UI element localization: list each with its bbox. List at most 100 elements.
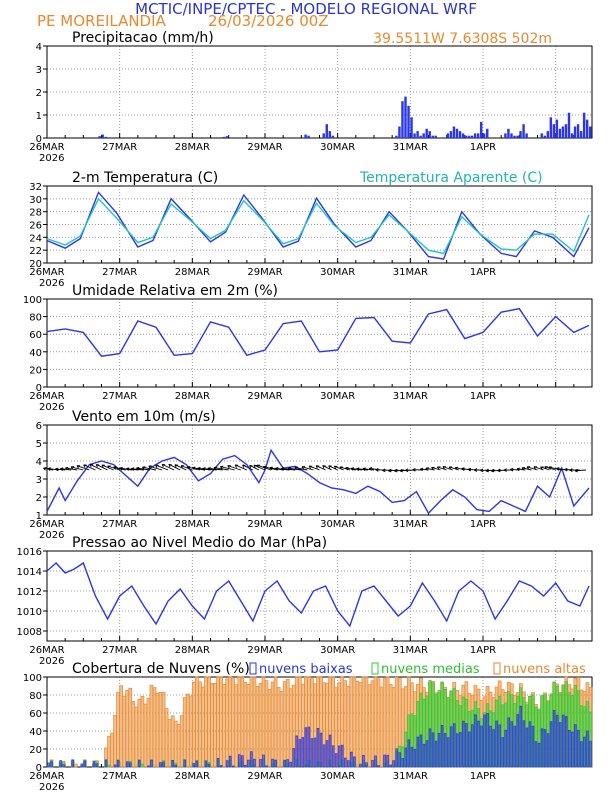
wind-arrow [168,463,181,471]
low-cloud-bar [443,733,447,768]
low-cloud-bar [374,755,377,768]
wind-arrow [574,469,586,472]
x-tick-label: 31MAR [393,771,428,782]
high-cloud-bar [216,676,220,768]
low-cloud-bar [334,753,338,768]
panel-border [46,185,593,264]
low-cloud-bar [95,763,99,768]
y-tick-label: 2 [36,88,42,99]
y-tick-label: 100 [23,673,42,684]
precip-bar [582,112,586,138]
high-cloud-bar [276,686,281,768]
wind-arrow-head [394,468,398,472]
precip-bar [525,133,528,138]
low-cloud-bar [316,727,320,768]
low-cloud-bar [513,725,517,768]
high-cloud-bar [234,684,239,768]
precip-bar [479,121,483,138]
low-cloud-bar [422,743,426,768]
x-tick-label: 29MAR [247,142,282,153]
precip-bar [464,135,468,138]
wind-arrow [213,467,229,471]
low-cloud-bar [159,762,162,768]
low-cloud-bar [495,720,498,768]
precip-bar [307,135,310,138]
low-cloud-bar [465,723,468,768]
wind-arrow-head [510,467,514,470]
low-cloud-bar [310,738,314,768]
low-cloud-bar [244,764,247,768]
precip-bar [225,136,229,138]
low-cloud-bar [419,734,423,768]
wind-arrow-head [556,467,560,469]
x-tick-label: 27MAR [102,771,137,782]
low-cloud-bar [377,765,380,768]
high-cloud-bar [128,687,133,768]
precip-bar [446,133,450,138]
high-cloud-bar [125,690,130,768]
y-tick-label: 6 [36,421,42,432]
low-cloud-bar [340,744,344,768]
precip-bar [461,133,465,138]
wind-arrow [136,467,151,471]
precip-bar [410,117,413,138]
high-cloud-bar [131,700,136,768]
low-cloud-bar [150,759,153,768]
y-tick-label: 0 [36,134,42,145]
low-cloud-bar [92,760,96,768]
low-cloud-bar [507,717,511,768]
low-cloud-bar [116,760,120,768]
low-cloud-bar [319,732,323,768]
low-cloud-bar [47,762,50,768]
temperature-line [46,191,590,260]
low-cloud-bar [347,760,350,768]
low-cloud-bar [498,724,501,768]
rh-line [46,307,590,357]
wind-arrow-head [294,466,298,468]
panel-wind: 1 2 3 4 5 6 26MAR 27MAR 28MAR 29MAR 30MAR 31MAR 1APR… [29,409,593,541]
wind-arrow [107,465,120,471]
high-cloud-bar [113,714,117,768]
precip-bar [328,131,332,138]
low-cloud-bar [401,758,405,768]
wind-arrow-head [420,467,424,470]
precip-bar [322,133,325,138]
y-tick-label: 26 [29,221,42,232]
wind-arrow [89,463,102,471]
low-cloud-bar [398,752,402,768]
precip-bar [585,119,589,138]
low-cloud-bar [389,764,392,768]
precip-bar [101,134,104,138]
low-cloud-bar [434,740,438,768]
high-cloud-bar [110,732,114,768]
low-cloud-bar [528,721,532,768]
precip-bar [434,135,437,138]
low-cloud-bar [552,710,556,768]
low-cloud-bar [129,762,132,768]
high-cloud-bar [195,676,199,768]
low-cloud-bar [480,725,483,768]
precip-bar [504,133,507,138]
y-tick-label: 80 [29,313,42,324]
low-cloud-bar [104,759,108,768]
y-tick-label: 4 [36,42,42,53]
wind-arrow-head [461,467,465,469]
low-cloud-bar [462,720,465,768]
wind-arrow [234,464,248,471]
low-cloud-bar [171,759,174,768]
wind-arrow-head [43,467,47,469]
panel-title: 2-m Temperatura (C) [72,170,218,186]
precip-bar [413,133,416,138]
precip-bar [425,128,428,138]
low-cloud-bar [477,720,480,768]
precip-bar [540,133,543,138]
wind-arrow [253,464,266,471]
wind-arrow [161,463,175,471]
low-cloud-bar [331,745,335,768]
high-cloud-bar [358,682,363,768]
x-tick-label: 28MAR [175,771,210,782]
high-cloud-bar [228,676,233,768]
wind-arrow-head [388,468,392,472]
low-cloud-bar [449,726,453,768]
high-cloud-bar [119,685,124,768]
